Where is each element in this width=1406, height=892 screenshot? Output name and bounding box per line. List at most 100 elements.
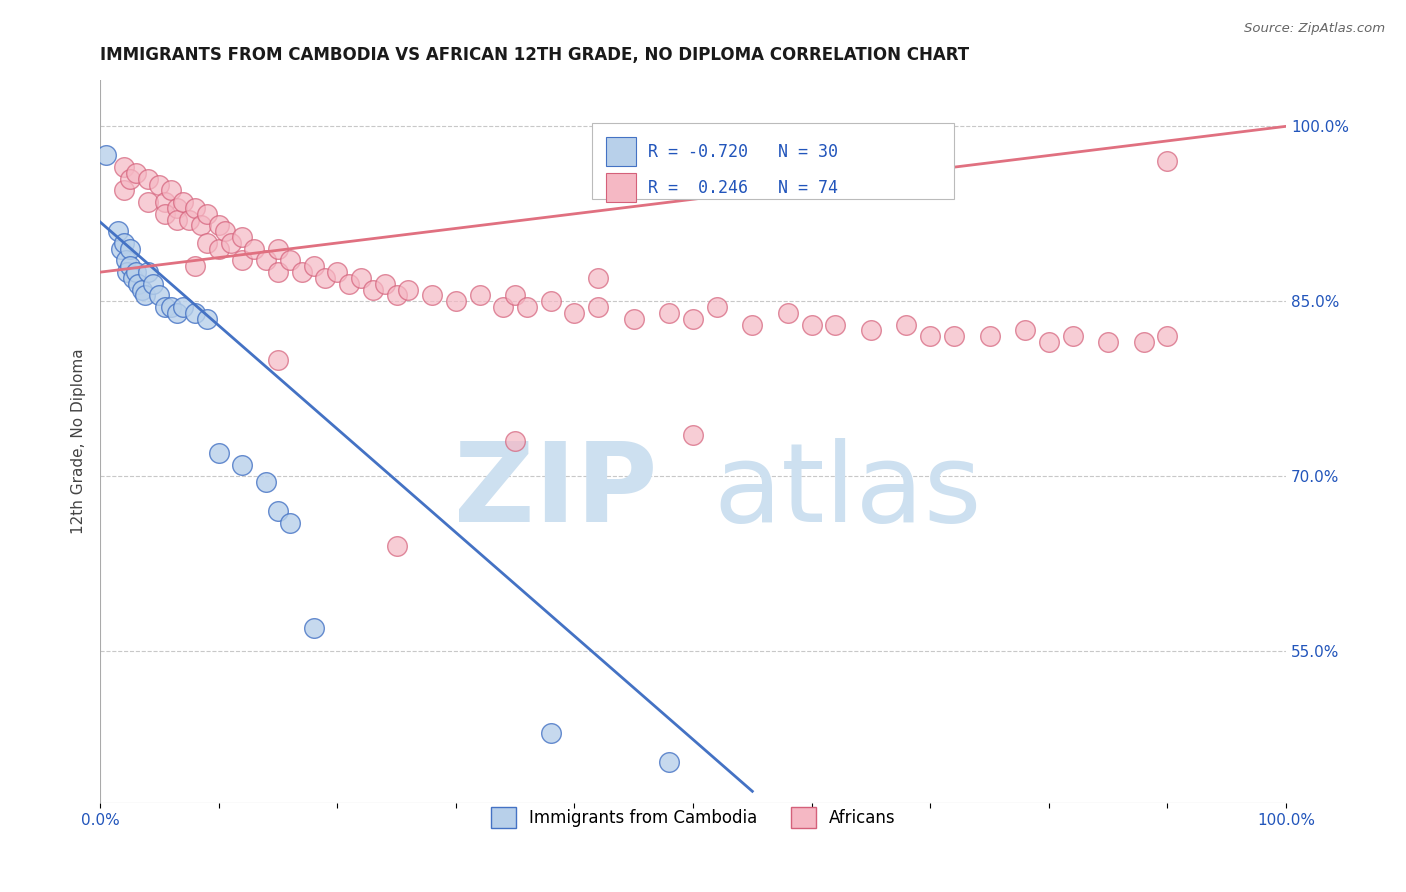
Point (115, 253, 138, 268)
FancyBboxPatch shape (606, 137, 636, 167)
Point (516, 300, 538, 314)
Point (824, 318, 846, 332)
Point (184, 306, 207, 320)
Point (420, 288, 443, 302)
Point (979, 329, 1001, 343)
Point (148, 288, 170, 302)
Point (800, 318, 823, 332)
Point (326, 265, 349, 279)
Point (1156, 329, 1178, 343)
Point (190, 219, 212, 233)
Point (110, 242, 132, 256)
Point (337, 277, 360, 291)
Point (127, 277, 149, 291)
Point (177, 212, 200, 227)
Point (267, 242, 290, 256)
Point (278, 253, 301, 268)
Point (586, 300, 609, 314)
Point (302, 621, 325, 635)
Point (160, 300, 183, 314)
Text: R = -0.720   N = 30: R = -0.720 N = 30 (648, 143, 838, 161)
Point (540, 726, 562, 740)
Point (195, 207, 218, 221)
Point (267, 504, 290, 518)
Point (586, 271, 609, 285)
Point (444, 294, 467, 309)
Point (623, 311, 645, 326)
Point (231, 230, 253, 244)
Point (658, 306, 681, 320)
Y-axis label: 12th Grade, No Diploma: 12th Grade, No Diploma (72, 349, 86, 534)
Point (350, 271, 373, 285)
FancyBboxPatch shape (606, 173, 636, 202)
Point (112, 184, 135, 198)
Point (118, 242, 141, 256)
Point (254, 253, 277, 268)
Point (166, 212, 188, 227)
Text: R =  0.246   N = 74: R = 0.246 N = 74 (648, 178, 838, 196)
Point (385, 288, 408, 302)
Text: atlas: atlas (713, 439, 981, 545)
Point (385, 539, 408, 553)
Point (112, 235, 135, 250)
Point (503, 434, 526, 449)
Point (1097, 335, 1119, 350)
Point (148, 178, 170, 192)
Point (112, 160, 135, 174)
Point (374, 277, 396, 291)
Point (142, 277, 165, 291)
Legend: Immigrants from Cambodia, Africans: Immigrants from Cambodia, Africans (484, 801, 903, 834)
Point (503, 288, 526, 302)
Point (134, 288, 156, 302)
Point (682, 311, 704, 326)
Point (125, 166, 148, 180)
Point (1132, 335, 1154, 350)
Point (125, 265, 148, 279)
Point (942, 329, 965, 343)
Point (231, 458, 253, 472)
Point (184, 260, 207, 274)
Text: Source: ZipAtlas.com: Source: ZipAtlas.com (1244, 22, 1385, 36)
Point (94, 148, 117, 162)
Point (155, 195, 177, 210)
Point (920, 329, 942, 343)
Point (117, 265, 139, 279)
Point (896, 318, 918, 332)
Point (118, 260, 141, 274)
Point (1014, 323, 1036, 337)
Point (122, 271, 145, 285)
Point (859, 323, 882, 337)
Point (118, 171, 141, 186)
Point (166, 201, 188, 215)
Point (314, 271, 336, 285)
Point (208, 242, 231, 256)
Point (706, 300, 728, 314)
Point (208, 446, 231, 460)
Point (155, 207, 177, 221)
Point (231, 253, 253, 268)
Point (540, 294, 562, 309)
FancyBboxPatch shape (592, 123, 953, 199)
Point (136, 171, 159, 186)
Point (131, 283, 153, 297)
Point (184, 201, 207, 215)
Point (214, 224, 236, 238)
Point (172, 195, 194, 210)
Point (155, 300, 177, 314)
Point (776, 306, 799, 320)
Point (278, 516, 301, 530)
Point (741, 318, 763, 332)
Point (172, 300, 194, 314)
Point (682, 428, 704, 442)
Point (658, 755, 681, 769)
Point (195, 311, 218, 326)
Point (208, 219, 231, 233)
Point (136, 195, 159, 210)
Point (564, 306, 586, 320)
Point (195, 235, 218, 250)
Point (492, 300, 515, 314)
Point (361, 283, 384, 297)
Text: IMMIGRANTS FROM CAMBODIA VS AFRICAN 12TH GRADE, NO DIPLOMA CORRELATION CHART: IMMIGRANTS FROM CAMBODIA VS AFRICAN 12TH… (100, 46, 969, 64)
Point (267, 265, 290, 279)
Point (1062, 329, 1084, 343)
